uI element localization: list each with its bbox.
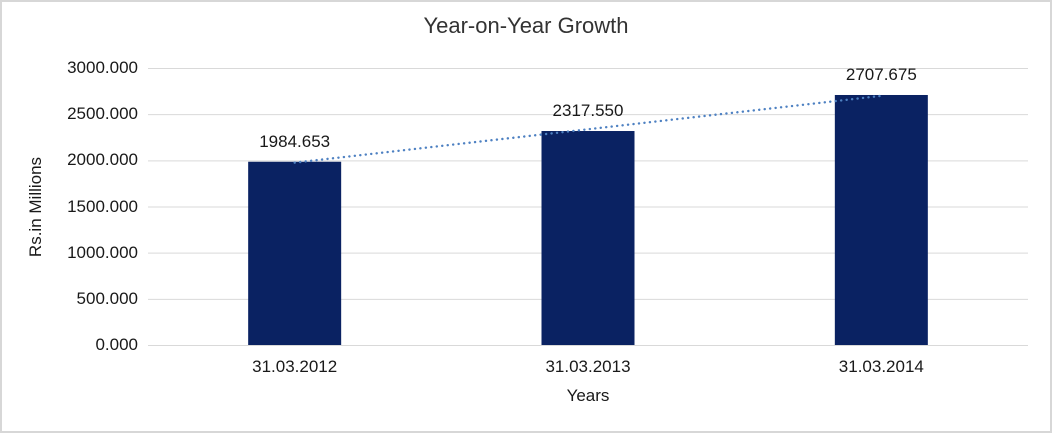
bar [541, 131, 635, 345]
bar-value-label: 2707.675 [845, 64, 917, 84]
y-axis-title: Rs.in Millions [26, 156, 45, 258]
y-tick-label: 3000.000 [67, 58, 138, 77]
bar-value-label: 1984.653 [259, 131, 331, 151]
bar [248, 161, 342, 345]
x-tick-label: 31.03.2012 [252, 357, 338, 376]
bar-value-label: 2317.550 [552, 101, 624, 120]
trendline [293, 94, 883, 164]
y-tick-label: 2000.000 [67, 150, 138, 170]
y-tick-label: 2500.000 [67, 104, 138, 124]
y-tick-label: 1500.000 [67, 196, 138, 216]
x-axis-title: Years [566, 386, 610, 405]
chart-title: Year-on-Year Growth [423, 13, 629, 38]
y-tick-label: 0.000 [95, 335, 138, 354]
x-tick-label: 31.03.2014 [838, 357, 924, 376]
y-tick-label: 500.000 [76, 288, 138, 308]
bar [834, 94, 928, 346]
y-tick-label: 1000.000 [67, 242, 138, 262]
x-tick-label: 31.03.2013 [545, 357, 631, 376]
